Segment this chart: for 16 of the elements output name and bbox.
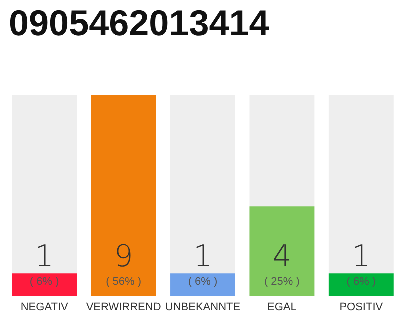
data-label: 1: [35, 240, 54, 274]
annotation: ( 25% ): [264, 276, 300, 288]
data-label: 1: [352, 240, 371, 274]
annotation: ( 6% ): [188, 276, 218, 288]
x-tick-label: POSITIV: [340, 302, 384, 314]
annotation: ( 56% ): [106, 276, 142, 288]
data-label: 4: [272, 240, 292, 274]
annotation: ( 6% ): [30, 276, 60, 288]
x-tick-label: UNBEKANNTE: [165, 302, 241, 314]
x-tick-label: NEGATIV: [20, 302, 69, 314]
x-tick-label: EGAL: [268, 302, 297, 314]
chart-title: 0905462013414: [9, 2, 270, 44]
annotation: ( 6% ): [346, 276, 376, 288]
data-label: 1: [193, 240, 213, 274]
data-label: 9: [114, 240, 134, 274]
x-tick-label: VERWIRREND: [86, 302, 162, 314]
